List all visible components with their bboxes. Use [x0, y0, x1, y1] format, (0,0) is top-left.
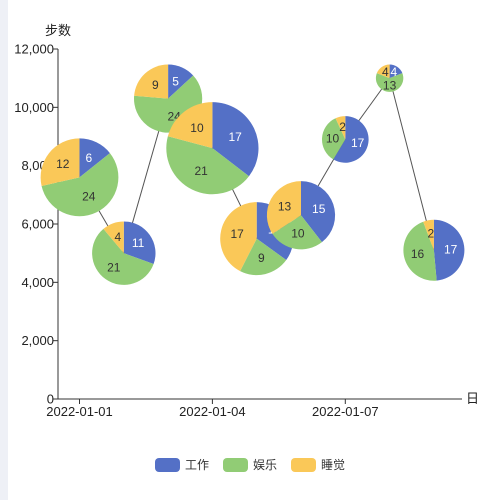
- pie-slice-工作: [333, 116, 369, 163]
- pie-slice-睡觉: [376, 64, 390, 79]
- pie-slice-娱乐: [375, 73, 404, 92]
- left-strip: [0, 0, 8, 500]
- pie-slice-睡觉: [266, 181, 301, 234]
- legend-item[interactable]: 睡觉: [291, 456, 345, 473]
- pie-slice-睡觉: [40, 138, 80, 186]
- slice-value-label: 9: [152, 78, 159, 92]
- x-tick-label: 2022-01-01: [46, 404, 113, 419]
- legend-item[interactable]: 工作: [154, 456, 209, 473]
- slice-value-label: 17: [228, 130, 242, 144]
- slice-value-label: 13: [383, 79, 397, 93]
- slice-value-label: 13: [278, 199, 292, 213]
- slice-value-label: 15: [312, 202, 326, 216]
- pie-slice-娱乐: [272, 215, 322, 250]
- x-tick-label: 2022-01-04: [179, 404, 246, 419]
- slice-value-label: 17: [444, 242, 458, 256]
- slice-value-label: 24: [82, 190, 96, 204]
- pie-2022-01-01: 6 24 12: [40, 138, 119, 217]
- pie-slice-睡觉: [423, 219, 434, 251]
- slice-value-label: 2: [428, 227, 435, 241]
- pie-2022-01-02: 11 21 4: [92, 221, 156, 285]
- slice-value-label: 9: [258, 251, 265, 265]
- pie-slice-工作: [301, 181, 336, 243]
- pie-slice-娱乐: [403, 221, 437, 281]
- slice-value-label: 10: [326, 132, 340, 146]
- slice-value-label: 16: [411, 247, 425, 261]
- y-tick-label: 6,000: [21, 217, 54, 232]
- pie-slice-工作: [433, 219, 465, 281]
- legend: 工作 娱乐 睡觉: [0, 456, 500, 473]
- y-tick-label: 2,000: [21, 333, 54, 348]
- slice-value-label: 21: [195, 164, 209, 178]
- pie-slice-娱乐: [240, 238, 287, 276]
- pie-slice-娱乐: [41, 153, 119, 217]
- pie-slice-工作: [212, 102, 259, 177]
- slice-value-label: 10: [291, 227, 305, 241]
- y-tick-label: 12,000: [14, 42, 54, 57]
- slice-value-label: 17: [351, 136, 365, 150]
- slice-value-label: 4: [391, 65, 398, 79]
- pie-2022-01-06: 15 10 13: [266, 181, 336, 250]
- x-axis-name: 日: [466, 391, 479, 406]
- pie-slice-睡觉: [103, 221, 124, 254]
- slice-value-label: 21: [107, 260, 121, 274]
- slice-value-label: 17: [230, 227, 244, 241]
- pie-slice-娱乐: [166, 136, 249, 195]
- pie-slice-娱乐: [321, 118, 346, 160]
- y-tick-label: 0: [47, 392, 54, 407]
- y-axis-name: 步数: [45, 23, 71, 38]
- legend-label: 娱乐: [252, 458, 277, 472]
- pie-slice-娱乐: [92, 228, 154, 285]
- y-tick-label: 10,000: [14, 100, 54, 115]
- pie-slice-睡觉: [220, 202, 257, 272]
- slice-value-label: 4: [382, 65, 389, 79]
- pie-2022-01-04: 17 21 10: [166, 102, 259, 195]
- slice-value-label: 11: [132, 236, 145, 250]
- pie-slice-工作: [168, 64, 194, 99]
- pie-2022-01-07: 17 102: [321, 116, 369, 163]
- slice-value-label: 10: [190, 121, 204, 135]
- legend-label: 工作: [184, 458, 209, 472]
- pie-2022-01-05: 14917: [220, 202, 294, 276]
- slice-value-label: 12: [56, 157, 70, 171]
- slice-value-label: 6: [85, 151, 92, 165]
- pie-slice-睡觉: [167, 102, 213, 149]
- pie-2022-01-09: 17 162: [403, 219, 465, 281]
- pie-slice-工作: [79, 138, 110, 178]
- y-tick-label: 4,000: [21, 275, 54, 290]
- slice-value-label: 5: [172, 74, 179, 88]
- slice-value-label: 4: [114, 230, 121, 244]
- x-tick-label: 2022-01-07: [312, 404, 379, 419]
- legend-swatch: [222, 457, 248, 472]
- pie-slice-睡觉: [134, 64, 169, 99]
- legend-swatch: [291, 457, 316, 472]
- slice-value-label: 2: [339, 120, 346, 134]
- pie-slice-睡觉: [335, 116, 346, 140]
- legend-item[interactable]: 娱乐: [222, 456, 277, 473]
- legend-label: 睡觉: [321, 458, 346, 472]
- pie-slice-工作: [389, 64, 403, 79]
- pie-slice-工作: [123, 221, 156, 265]
- legend-swatch: [154, 457, 180, 472]
